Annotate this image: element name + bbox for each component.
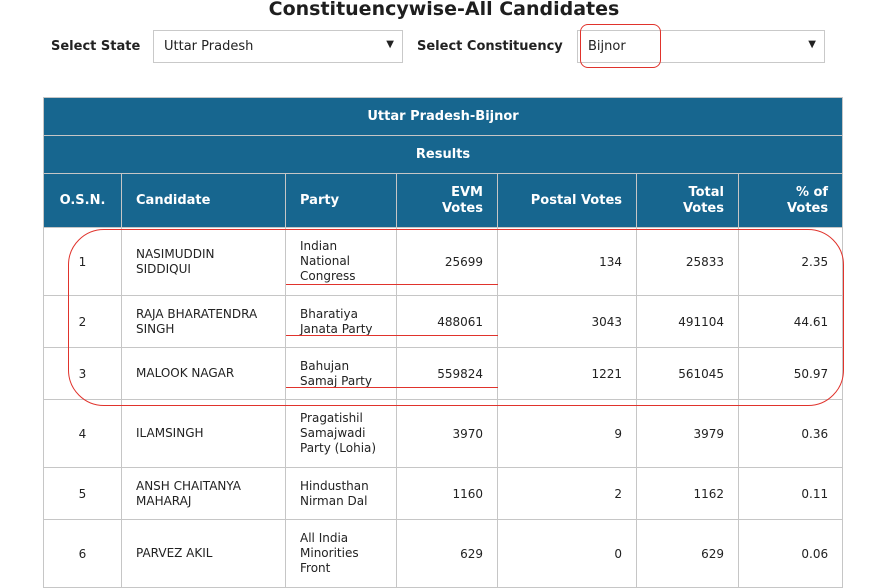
cell-evm-votes: 25699 <box>396 227 498 296</box>
cell-osn: 3 <box>43 347 122 400</box>
table-row: 2 RAJA BHARATENDRA SINGH Bharatiya Janat… <box>43 295 844 348</box>
cell-postal-votes: 1221 <box>497 347 637 400</box>
table-row: 5 ANSH CHAITANYA MAHARAJ Hindusthan Nirm… <box>43 467 844 520</box>
cell-percent-votes: 0.36 <box>737 399 844 468</box>
cell-osn: 4 <box>43 399 122 468</box>
cell-candidate: ILAMSINGH <box>121 399 286 468</box>
cell-postal-votes: 2 <box>497 467 637 520</box>
cell-candidate: ANSH CHAITANYA MAHARAJ <box>121 467 286 520</box>
constituency-select[interactable]: Bijnor ▼ <box>577 30 825 63</box>
column-header-osn: O.S.N. <box>43 173 122 228</box>
cell-total-votes: 629 <box>636 519 739 588</box>
cell-party: Bharatiya Janata Party <box>285 295 397 348</box>
column-header-evm-votes: EVM Votes <box>396 173 498 228</box>
cell-osn: 1 <box>43 227 122 296</box>
cell-party: Bahujan Samaj Party <box>285 347 397 400</box>
table-title: Uttar Pradesh-Bijnor <box>42 97 844 136</box>
cell-candidate: MALOOK NAGAR <box>121 347 286 400</box>
cell-total-votes: 1162 <box>636 467 739 520</box>
cell-party: Indian National Congress <box>285 227 397 296</box>
column-header-total-votes: Total Votes <box>636 173 739 228</box>
cell-osn: 6 <box>43 519 122 588</box>
cell-percent-votes: 2.35 <box>737 227 844 296</box>
cell-percent-votes: 44.61 <box>737 295 844 348</box>
column-header-party: Party <box>285 173 397 228</box>
cell-total-votes: 561045 <box>636 347 739 400</box>
cell-percent-votes: 0.06 <box>737 519 844 588</box>
dropdown-arrow-icon: ▼ <box>386 39 394 50</box>
cell-evm-votes: 629 <box>396 519 498 588</box>
state-select[interactable]: Uttar Pradesh ▼ <box>153 30 403 63</box>
dropdown-arrow-icon: ▼ <box>808 39 816 50</box>
cell-candidate: PARVEZ AKIL <box>121 519 286 588</box>
page-title: Constituencywise-All Candidates <box>268 0 620 20</box>
cell-evm-votes: 488061 <box>396 295 498 348</box>
table-row: 1 NASIMUDDIN SIDDIQUI Indian National Co… <box>43 227 844 296</box>
cell-total-votes: 3979 <box>636 399 739 468</box>
column-header-percent-votes: % of Votes <box>737 173 844 228</box>
table-subtitle: Results <box>42 135 844 174</box>
cell-total-votes: 25833 <box>636 227 739 296</box>
cell-total-votes: 491104 <box>636 295 739 348</box>
cell-evm-votes: 1160 <box>396 467 498 520</box>
cell-candidate: RAJA BHARATENDRA SINGH <box>121 295 286 348</box>
cell-postal-votes: 0 <box>497 519 637 588</box>
table-row: 6 PARVEZ AKIL All India Minorities Front… <box>43 519 844 588</box>
cell-postal-votes: 9 <box>497 399 637 468</box>
cell-evm-votes: 3970 <box>396 399 498 468</box>
results-table: Uttar Pradesh-Bijnor Results O.S.N. Cand… <box>42 97 844 588</box>
state-label: Select State <box>51 39 141 54</box>
constituency-select-value: Bijnor <box>588 39 626 54</box>
table-row: 4 ILAMSINGH Pragatishil Samajwadi Party … <box>43 399 844 468</box>
cell-percent-votes: 50.97 <box>737 347 844 400</box>
cell-party: Pragatishil Samajwadi Party (Lohia) <box>285 399 397 468</box>
state-select-value: Uttar Pradesh <box>164 39 254 54</box>
cell-party: Hindusthan Nirman Dal <box>285 467 397 520</box>
cell-percent-votes: 0.11 <box>737 467 844 520</box>
constituency-label: Select Constituency <box>417 39 563 54</box>
cell-evm-votes: 559824 <box>396 347 498 400</box>
column-header-candidate: Candidate <box>121 173 286 228</box>
cell-osn: 2 <box>43 295 122 348</box>
cell-party: All India Minorities Front <box>285 519 397 588</box>
table-row: 3 MALOOK NAGAR Bahujan Samaj Party 55982… <box>43 347 844 400</box>
cell-osn: 5 <box>43 467 122 520</box>
cell-postal-votes: 3043 <box>497 295 637 348</box>
column-header-postal-votes: Postal Votes <box>497 173 637 228</box>
cell-candidate: NASIMUDDIN SIDDIQUI <box>121 227 286 296</box>
cell-postal-votes: 134 <box>497 227 637 296</box>
